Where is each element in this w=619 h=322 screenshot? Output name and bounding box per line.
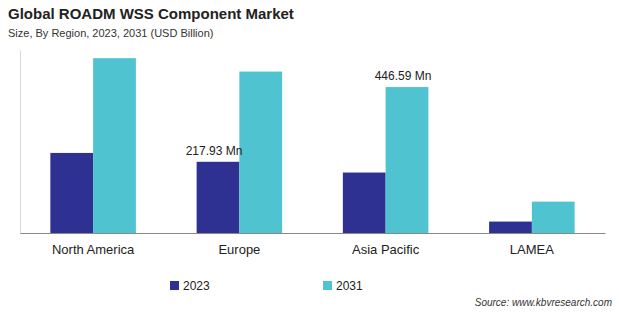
bar	[386, 87, 429, 233]
x-tick-label: LAMEA	[510, 242, 554, 257]
title: Global ROADM WSS Component Market	[8, 5, 294, 22]
x-tick-label: North America	[52, 242, 135, 257]
bar	[50, 153, 93, 233]
legend-swatch	[323, 281, 332, 290]
bar	[532, 202, 575, 233]
x-tick: LAMEA	[510, 242, 554, 257]
source: Source: www.kbvresearch.com	[475, 297, 612, 308]
x-tick-label: Asia Pacific	[352, 242, 420, 257]
legend-label: 2031	[336, 279, 363, 293]
legend-swatch	[170, 281, 179, 290]
legend-label: 2023	[183, 279, 210, 293]
x-tick: Asia Pacific	[352, 242, 420, 257]
bar	[239, 72, 282, 233]
x-tick: Europe	[218, 242, 260, 257]
x-axis: North America Europe Asia Pacific LAMEA	[21, 234, 606, 258]
x-tick: North America	[52, 242, 135, 257]
chart: Global ROADM WSS Component Market Size, B…	[0, 0, 619, 322]
x-axis-line	[21, 233, 606, 234]
bar	[197, 162, 240, 233]
x-tick-label: Europe	[218, 242, 260, 257]
bar	[489, 222, 532, 233]
bars	[50, 58, 574, 233]
data-label: 217.93 Mn	[186, 144, 243, 158]
bar	[343, 173, 386, 233]
y-axis	[20, 51, 21, 234]
bar	[93, 58, 136, 233]
subtitle: Size, By Region, 2023, 2031 (USD Billion…	[8, 27, 213, 39]
data-label: 446.59 Mn	[375, 69, 432, 83]
legend: 2023 2031	[170, 279, 363, 293]
y-axis-line	[20, 51, 21, 234]
